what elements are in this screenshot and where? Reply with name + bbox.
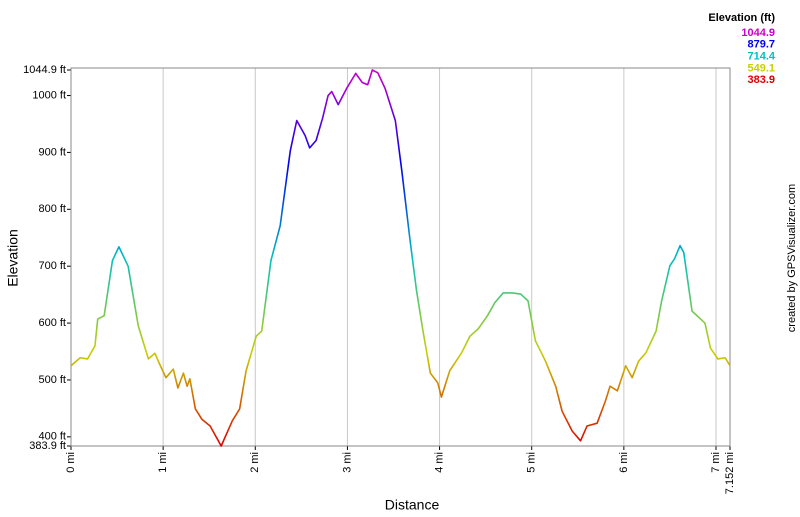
x-axis-label: Distance <box>385 497 440 513</box>
legend-title: Elevation (ft) <box>708 12 775 24</box>
x-tick-label: 6 mi <box>618 452 630 473</box>
x-tick-label: 4 mi <box>433 452 445 473</box>
y-tick-label: 1044.9 ft <box>23 64 66 76</box>
y-axis-label: Elevation <box>5 229 21 287</box>
y-tick-label: 383.9 ft <box>29 440 66 452</box>
legend-value: 1044.9 <box>741 27 775 39</box>
x-tick-label: 2 mi <box>249 452 261 473</box>
legend-value: 714.4 <box>747 51 775 63</box>
credit: created by GPSVisualizer.com <box>786 184 798 332</box>
x-tick-label: 5 mi <box>526 452 538 473</box>
plot-frame <box>70 67 731 447</box>
y-tick-label: 800 ft <box>38 203 66 215</box>
x-tick-label: 3 mi <box>341 452 353 473</box>
y-tick-label: 500 ft <box>38 374 66 386</box>
y-tick-label: 700 ft <box>38 260 66 272</box>
legend-value: 549.1 <box>747 62 775 74</box>
y-tick-label: 900 ft <box>38 146 66 158</box>
legend-value: 879.7 <box>747 39 775 51</box>
x-tick-label: 7.152 mi <box>724 452 736 494</box>
x-tick-label: 0 mi <box>65 452 77 473</box>
legend-value: 383.9 <box>747 74 775 86</box>
elevation-line <box>70 69 731 447</box>
x-tick-label: 1 mi <box>157 452 169 473</box>
x-tick-label: 7 mi <box>710 452 722 473</box>
y-tick-label: 600 ft <box>38 317 66 329</box>
y-tick-label: 1000 ft <box>32 89 66 101</box>
y-tick-label: 400 ft <box>38 431 66 443</box>
